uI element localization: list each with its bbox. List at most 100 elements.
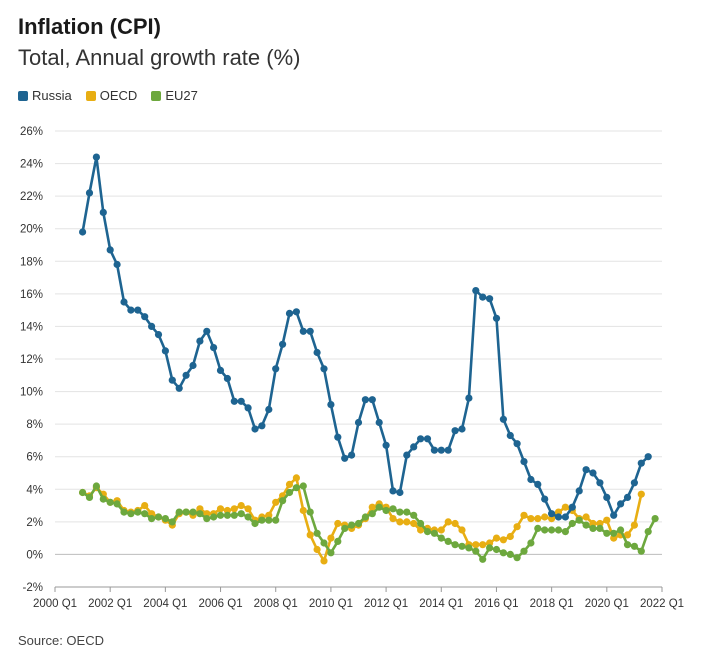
legend-swatch-oecd (85, 90, 96, 101)
data-point-oecd (368, 503, 376, 511)
data-point-oecd (582, 513, 590, 521)
data-point-russia (548, 510, 556, 518)
data-point-eu27 (134, 508, 142, 516)
data-point-eu27 (451, 541, 459, 549)
data-point-oecd (285, 480, 294, 488)
data-point-eu27 (410, 511, 418, 519)
legend-label-eu27: EU27 (165, 88, 198, 103)
data-point-eu27 (251, 519, 259, 528)
data-point-russia (285, 309, 294, 317)
data-point-eu27 (141, 510, 149, 518)
data-point-russia (486, 295, 494, 303)
data-point-russia (423, 435, 432, 443)
data-point-russia (175, 384, 183, 392)
data-point-oecd (527, 515, 535, 523)
data-point-russia (582, 466, 590, 474)
data-point-eu27 (382, 506, 390, 515)
legend-label-russia: Russia (32, 88, 72, 103)
data-point-russia (554, 513, 563, 521)
data-point-russia (472, 287, 480, 295)
data-point-oecd (534, 515, 542, 523)
data-point-russia (382, 441, 390, 449)
x-tick-label: 2004 Q1 (143, 598, 187, 610)
data-point-eu27 (472, 547, 480, 555)
data-point-russia (216, 366, 225, 374)
data-point-eu27 (506, 550, 514, 559)
y-tick-label: 14% (20, 321, 43, 333)
data-point-eu27 (437, 534, 445, 542)
data-point-russia (354, 418, 363, 427)
data-point-eu27 (603, 529, 611, 537)
data-point-oecd (216, 505, 225, 513)
data-point-russia (465, 394, 473, 402)
data-point-russia (251, 425, 259, 433)
data-point-russia (237, 397, 245, 405)
data-point-russia (182, 371, 190, 379)
data-point-russia (617, 500, 625, 508)
data-point-oecd (417, 526, 425, 534)
data-point-oecd (334, 519, 342, 528)
legend-item-russia[interactable]: Russia (18, 88, 72, 103)
data-point-eu27 (644, 528, 652, 536)
data-point-oecd (327, 534, 335, 542)
data-point-eu27 (79, 488, 87, 497)
data-point-eu27 (403, 508, 411, 516)
data-point-eu27 (389, 505, 397, 513)
data-point-eu27 (534, 524, 542, 533)
data-point-eu27 (548, 526, 556, 534)
data-point-russia (410, 443, 418, 451)
data-point-oecd (403, 518, 411, 526)
data-point-russia (134, 306, 142, 314)
data-point-eu27 (617, 526, 625, 534)
data-point-eu27 (486, 544, 494, 552)
legend-item-oecd[interactable]: OECD (85, 88, 138, 103)
data-point-russia (458, 425, 466, 433)
x-tick-label: 2022 Q1 (640, 598, 684, 610)
legend-item-eu27[interactable]: EU27 (151, 88, 198, 103)
data-point-russia (479, 293, 487, 301)
data-point-eu27 (651, 515, 659, 523)
x-tick-label: 2008 Q1 (254, 598, 298, 610)
data-point-russia (417, 435, 425, 443)
data-point-eu27 (375, 503, 383, 511)
y-tick-label: 26% (20, 126, 43, 138)
data-point-eu27 (568, 519, 576, 528)
data-point-eu27 (520, 547, 528, 555)
data-point-russia (210, 344, 218, 352)
data-point-russia (113, 260, 121, 269)
data-point-oecd (492, 534, 501, 542)
data-point-eu27 (575, 516, 583, 524)
data-point-eu27 (168, 518, 176, 526)
data-point-russia (244, 404, 252, 412)
data-point-eu27 (327, 549, 335, 557)
x-tick-label: 2020 Q1 (585, 598, 629, 610)
data-point-eu27 (161, 515, 169, 523)
data-point-russia (637, 459, 645, 467)
data-point-russia (403, 451, 411, 459)
data-point-oecd (272, 498, 280, 506)
x-tick-label: 2002 Q1 (88, 598, 132, 610)
data-point-eu27 (313, 529, 321, 537)
data-point-russia (596, 479, 604, 487)
data-point-russia (506, 431, 514, 440)
data-point-russia (313, 348, 321, 357)
data-point-oecd (520, 511, 528, 519)
series-line-russia (81, 155, 650, 519)
data-point-russia (396, 488, 404, 497)
data-point-oecd (320, 557, 328, 565)
data-point-eu27 (92, 482, 100, 490)
data-point-eu27 (582, 521, 590, 529)
data-point-eu27 (299, 482, 307, 490)
legend-label-oecd: OECD (99, 88, 138, 103)
data-point-russia (223, 374, 231, 383)
data-point-russia (334, 433, 342, 441)
data-point-eu27 (120, 508, 128, 516)
x-tick-label: 2006 Q1 (198, 598, 242, 610)
data-point-russia (610, 511, 618, 519)
x-tick-label: 2016 Q1 (474, 598, 518, 610)
data-point-russia (292, 308, 300, 316)
data-point-russia (568, 503, 576, 511)
data-point-russia (603, 493, 611, 501)
data-point-eu27 (210, 513, 218, 521)
data-point-oecd (479, 541, 487, 549)
